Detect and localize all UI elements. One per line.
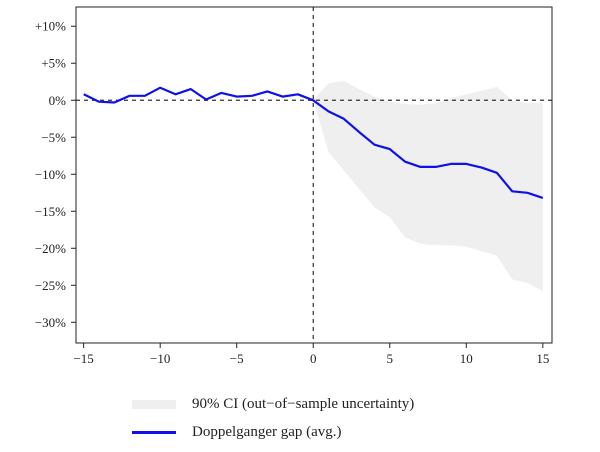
ci-swatch	[132, 399, 176, 409]
x-tick-label: −5	[230, 351, 244, 366]
plot-frame	[75, 6, 553, 344]
y-tick-label: −20%	[35, 241, 66, 256]
x-tick-label: 5	[387, 351, 394, 366]
y-tick-label: +10%	[35, 19, 66, 34]
ci-band	[313, 81, 543, 292]
legend-item-gap: Doppelganger gap (avg.)	[132, 418, 414, 446]
y-tick-label: −10%	[35, 167, 66, 182]
gap-line-layer	[83, 86, 544, 199]
legend-ci-label: 90% CI (out−of−sample uncertainty)	[192, 395, 415, 412]
x-tick-label: −10	[150, 351, 170, 366]
ci-band-layer	[313, 81, 543, 292]
y-tick-label: −30%	[35, 315, 66, 330]
y-tick-label: −25%	[35, 278, 66, 293]
x-tick-label: 0	[310, 351, 317, 366]
chart-area: −15 −10 −5 0 5 10 15 +10% +5% 0% −5% −10% −15% −20% −…	[35, 6, 553, 366]
y-tick-label: −5%	[41, 130, 66, 145]
gap-line-swatch	[132, 430, 176, 434]
x-tick-label: −15	[73, 351, 93, 366]
legend-item-ci: 90% CI (out−of−sample uncertainty)	[132, 390, 414, 418]
y-axis: +10% +5% 0% −5% −10% −15% −20% −25% −30%	[35, 19, 76, 330]
gap-line	[83, 86, 544, 199]
y-tick-label: 0%	[49, 93, 67, 108]
x-axis: −15 −10 −5 0 5 10 15	[73, 343, 549, 366]
x-tick-label: 10	[460, 351, 473, 366]
x-tick-label: 15	[536, 351, 549, 366]
y-tick-label: −15%	[35, 204, 66, 219]
reference-lines	[76, 7, 552, 343]
y-tick-label: +5%	[41, 56, 66, 71]
legend: 90% CI (out−of−sample uncertainty) Doppe…	[132, 390, 414, 446]
legend-gap-label: Doppelganger gap (avg.)	[192, 423, 342, 440]
